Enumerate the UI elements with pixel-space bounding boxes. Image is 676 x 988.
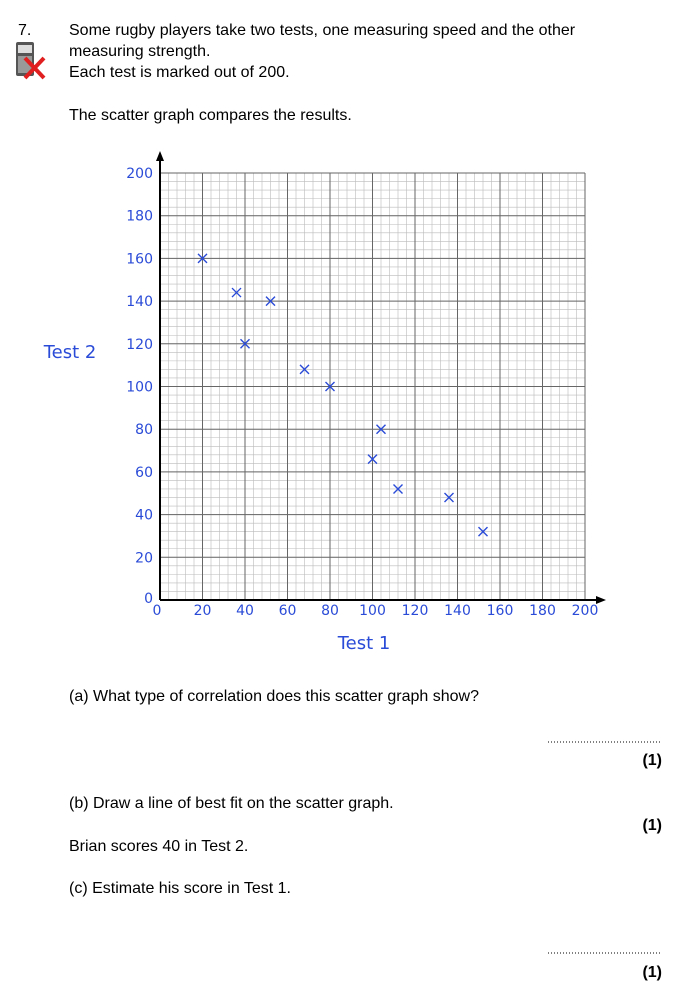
- point: [299, 364, 310, 375]
- point: [367, 454, 378, 465]
- point: [265, 296, 276, 307]
- point: [478, 526, 488, 537]
- point: [393, 483, 403, 494]
- x-axis-label: Test 1: [337, 633, 391, 654]
- info: Brian scores 40 in Test 2.: [69, 838, 248, 855]
- x-tick-label: 200: [572, 603, 599, 619]
- y-tick-label: 140: [126, 294, 153, 310]
- question-number: 7.: [18, 22, 31, 39]
- scatter-chart: 0 20 40 60 80 100 120 140 160 180 200 0 20 40 60 80 100 1…: [43, 151, 606, 654]
- point: [231, 287, 242, 298]
- x-tick-label: 100: [359, 603, 386, 619]
- point: [325, 381, 335, 392]
- part-a: (a) What type of correlation does this s…: [69, 688, 479, 705]
- question-line: measuring strength.: [69, 43, 210, 60]
- x-tick-label: 40: [236, 603, 254, 619]
- intro: The scatter graph compares the results.: [69, 107, 352, 124]
- y-axis-label: Test 2: [43, 342, 97, 363]
- marks: (1): [642, 964, 662, 981]
- y-tick-label: 20: [135, 550, 153, 566]
- part-b: (b) Draw a line of best fit on the scatt…: [69, 795, 394, 812]
- x-tick-label: 140: [444, 603, 471, 619]
- x-tick-label: 160: [487, 603, 514, 619]
- x-tick-label: 120: [402, 603, 429, 619]
- point: [376, 424, 386, 435]
- y-tick-label: 80: [135, 422, 153, 438]
- point: [444, 492, 454, 503]
- y-tick-label: 40: [135, 508, 153, 524]
- x-tick-label: 180: [529, 603, 556, 619]
- x-tick-label: 20: [194, 603, 212, 619]
- marks: (1): [642, 752, 662, 769]
- y-tick-label: 160: [126, 251, 153, 267]
- x-tick-label: 0: [153, 603, 162, 619]
- marks: (1): [642, 817, 662, 834]
- x-tick-label: 80: [321, 603, 339, 619]
- y-tick-label: 120: [126, 337, 153, 353]
- y-tick-label: 0: [144, 591, 153, 607]
- x-tick-label: 60: [279, 603, 297, 619]
- y-tick-label: 200: [126, 166, 153, 182]
- calculator-icon: [16, 42, 46, 80]
- y-tick-label: 60: [135, 465, 153, 481]
- y-tick-label: 180: [126, 209, 153, 225]
- axis-arrow: [596, 596, 606, 604]
- point: [240, 338, 250, 349]
- question-line: Some rugby players take two tests, one m…: [69, 22, 576, 39]
- question-line: Each test is marked out of 200.: [69, 64, 290, 81]
- part-c: (c) Estimate his score in Test 1.: [69, 880, 291, 897]
- y-tick-label: 100: [126, 380, 153, 396]
- point: [197, 253, 208, 264]
- axis-arrow: [156, 151, 164, 161]
